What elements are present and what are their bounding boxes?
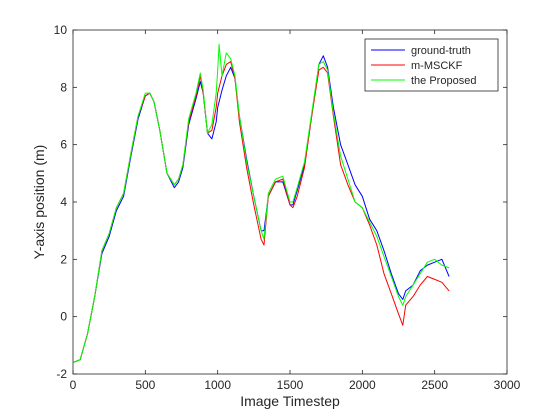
x-tick-label: 1000: [204, 378, 231, 392]
y-axis-label: Y-axis position (m): [31, 145, 47, 260]
x-axis: 0 500 1000 1500 2000 2500 3000: [70, 30, 521, 392]
y-tick-label: 10: [54, 23, 68, 37]
legend-label-2: m-MSCKF: [411, 60, 463, 72]
y-tick-label: 4: [60, 195, 67, 209]
y-axis: -2 0 2 4 6 8 10: [54, 23, 507, 381]
x-axis-label: Image Timestep: [240, 393, 340, 409]
y-tick-label: 2: [60, 252, 67, 266]
y-tick-label: 6: [60, 138, 67, 152]
x-tick-label: 0: [70, 378, 77, 392]
legend: ground-truth m-MSCKF the Proposed: [364, 38, 499, 92]
legend-label-3: the Proposed: [411, 75, 476, 87]
y-tick-label: -2: [56, 367, 67, 381]
y-tick-label: 0: [60, 310, 67, 324]
x-tick-label: 500: [135, 378, 155, 392]
series-line-3: [72, 43, 450, 363]
x-tick-label: 1500: [277, 378, 304, 392]
series-line-2: [72, 61, 450, 363]
x-tick-label: 2500: [421, 378, 448, 392]
y-tick-label: 8: [60, 80, 67, 94]
legend-label-1: ground-truth: [411, 45, 471, 57]
x-tick-label: 3000: [494, 378, 521, 392]
series-group: [72, 43, 450, 363]
x-tick-label: 2000: [349, 378, 376, 392]
